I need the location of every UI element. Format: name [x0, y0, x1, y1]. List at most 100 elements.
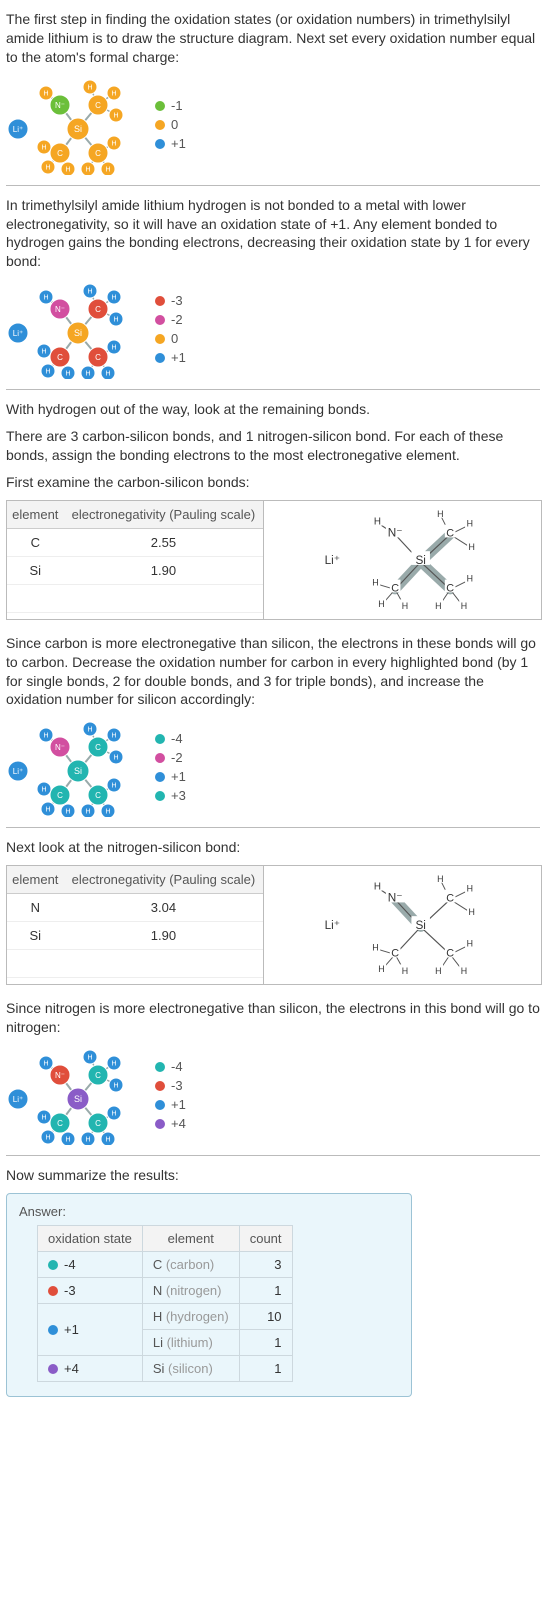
ans-cell-element: N (nitrogen) — [142, 1277, 239, 1303]
en-cell-value: 1.90 — [64, 556, 264, 584]
svg-text:Si: Si — [74, 124, 82, 134]
divider — [6, 1155, 540, 1156]
svg-text:H: H — [437, 874, 443, 884]
svg-text:H: H — [45, 807, 50, 814]
svg-text:H: H — [111, 783, 116, 790]
legend-label: -4 — [171, 1059, 183, 1074]
legend-item: -2 — [155, 312, 186, 327]
svg-text:C: C — [95, 1119, 101, 1128]
ans-header-ox: oxidation state — [38, 1225, 143, 1251]
svg-text:H: H — [372, 577, 378, 587]
svg-text:N⁻: N⁻ — [387, 526, 402, 539]
legend-swatch — [155, 101, 165, 111]
svg-text:H: H — [111, 1110, 116, 1117]
en-cell-element: C — [7, 528, 64, 556]
legend-swatch — [155, 120, 165, 130]
legend-swatch — [155, 753, 165, 763]
svg-text:C: C — [446, 527, 454, 539]
svg-text:H: H — [466, 939, 472, 949]
en-cell-value: 1.90 — [64, 922, 264, 950]
ans-cell-element: H (hydrogen) — [142, 1303, 239, 1329]
svg-text:H: H — [111, 140, 116, 147]
svg-text:H: H — [374, 882, 381, 893]
svg-text:H: H — [466, 573, 472, 583]
remaining-bonds-1: With hydrogen out of the way, look at th… — [6, 400, 540, 419]
summarize: Now summarize the results: — [6, 1166, 540, 1185]
svg-text:H: H — [41, 349, 46, 356]
en-header-element: element — [7, 866, 64, 894]
svg-text:H: H — [65, 166, 70, 173]
svg-text:H: H — [65, 1136, 70, 1143]
legend-swatch — [155, 1100, 165, 1110]
svg-text:H: H — [113, 1082, 118, 1089]
svg-text:N⁻: N⁻ — [55, 1071, 65, 1080]
svg-text:H: H — [43, 295, 48, 302]
svg-text:C: C — [95, 791, 101, 800]
svg-text:C: C — [391, 582, 399, 594]
legend-item: +3 — [155, 788, 186, 803]
ans-header-elem: element — [142, 1225, 239, 1251]
svg-text:H: H — [87, 1054, 92, 1061]
svg-text:H: H — [87, 289, 92, 296]
legend-swatch — [155, 139, 165, 149]
svg-text:H: H — [111, 733, 116, 740]
svg-text:H: H — [401, 601, 407, 611]
svg-text:H: H — [468, 542, 474, 552]
svg-text:H: H — [111, 295, 116, 302]
legend-label: 0 — [171, 331, 178, 346]
svg-text:Li⁺: Li⁺ — [13, 329, 23, 338]
svg-text:H: H — [378, 599, 384, 609]
legend-label: +3 — [171, 788, 186, 803]
legend-item: -4 — [155, 731, 186, 746]
legend-label: -3 — [171, 293, 183, 308]
answer-box: Answer: oxidation state element count -4… — [6, 1193, 412, 1397]
en-cell-element: Si — [7, 922, 64, 950]
svg-text:H: H — [435, 966, 441, 976]
ans-cell-count: 1 — [239, 1277, 292, 1303]
svg-text:H: H — [372, 943, 378, 953]
molecule-diagram-1: Li⁺SiN⁻HCCCHHHHHHHHH -10+1 — [6, 75, 540, 175]
answer-row: +1H (hydrogen) 10 — [38, 1303, 293, 1329]
legend-item: +1 — [155, 136, 186, 151]
svg-text:H: H — [374, 516, 381, 527]
ans-cell-count: 10 — [239, 1303, 292, 1329]
legend-label: -1 — [171, 98, 183, 113]
svg-text:C: C — [95, 100, 101, 109]
legend-swatch — [155, 734, 165, 744]
legend-swatch — [155, 1119, 165, 1129]
ans-cell-count: 3 — [239, 1251, 292, 1277]
svg-text:Li⁺: Li⁺ — [13, 124, 23, 133]
svg-text:N⁻: N⁻ — [55, 305, 65, 314]
legend-item: 0 — [155, 117, 186, 132]
svg-text:H: H — [111, 345, 116, 352]
ans-cell-ox: -3 — [38, 1277, 143, 1303]
answer-label: Answer: — [19, 1204, 399, 1219]
en-header-value: electronegativity (Pauling scale) — [64, 501, 264, 529]
molecule-diagram-3: Li⁺SiN⁻HCCCHHHHHHHHH -4-2+1+3 — [6, 717, 540, 817]
svg-text:H: H — [435, 601, 441, 611]
answer-row: +4Si (silicon) 1 — [38, 1355, 293, 1381]
svg-text:Si: Si — [74, 328, 82, 338]
legend-item: +4 — [155, 1116, 186, 1131]
svg-text:H: H — [45, 164, 50, 171]
answer-table: oxidation state element count -4C (carbo… — [37, 1225, 293, 1382]
svg-text:N⁻: N⁻ — [387, 892, 402, 905]
svg-text:Si: Si — [74, 767, 82, 777]
legend-label: -2 — [171, 750, 183, 765]
molecule-diagram-2: Li⁺SiN⁻HCCCHHHHHHHHH -3-20+1 — [6, 279, 540, 379]
ans-cell-element: C (carbon) — [142, 1251, 239, 1277]
legend-swatch — [155, 315, 165, 325]
svg-text:C: C — [95, 1071, 101, 1080]
legend-swatch — [155, 1062, 165, 1072]
answer-row: -3N (nitrogen) 1 — [38, 1277, 293, 1303]
svg-text:H: H — [65, 809, 70, 816]
svg-text:C: C — [95, 305, 101, 314]
svg-text:H: H — [468, 907, 474, 917]
legend-swatch — [155, 353, 165, 363]
legend-label: -2 — [171, 312, 183, 327]
en-cell-value: 3.04 — [64, 894, 264, 922]
legend-label: +1 — [171, 1097, 186, 1112]
ans-cell-count: 1 — [239, 1355, 292, 1381]
svg-text:C: C — [391, 948, 399, 960]
divider — [6, 827, 540, 828]
